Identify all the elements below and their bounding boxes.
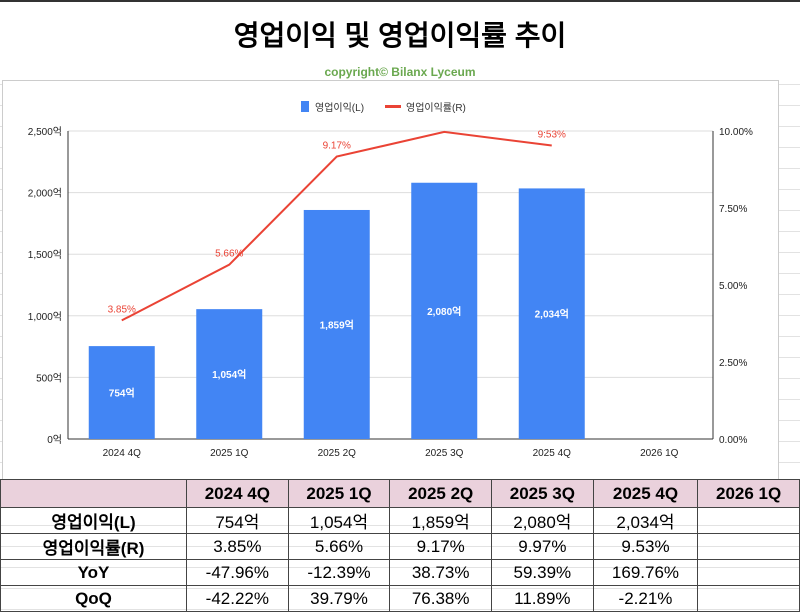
x-tick-label: 2025 2Q [318,448,357,459]
legend-bar-label: 영업이익(L) [315,101,364,114]
left-tick-label: 1,500억 [28,249,62,261]
right-tick-label: 2.50% [719,358,747,369]
left-tick-label: 2,500억 [28,126,62,138]
column-header: 2024 4Q [186,479,289,508]
right-tick-label: 5.00% [719,281,747,292]
table-cell: 9.53% [592,533,699,560]
row-header: QoQ [0,585,187,612]
table-cell [697,559,800,586]
bar-label: 2,034억 [535,309,569,321]
line-label: 9.17% [323,141,351,152]
bar [411,182,478,439]
right-tick-label: 7.50% [719,204,747,215]
table-row: QoQ -42.22% 39.79% 76.38% 11.89% -2.21% [0,585,800,612]
column-header: 2026 1Q [697,479,800,508]
table-cell: 9.97% [491,533,594,560]
right-tick-label: 0.00% [719,435,747,446]
chart-svg: 0억 500억 1,000억 1,500억 2,000억 2,500억 0.00% 2.50%… [28,101,753,459]
bar-label: 754억 [109,388,135,400]
x-tick-label: 2024 4Q [103,448,142,459]
legend-bar-swatch [301,101,309,112]
table-cell: 11.89% [491,585,594,612]
title-area: 영업이익 및 영업이익률 추이 copyright© Bilanx Lyceum [0,0,800,82]
column-header: 2025 2Q [389,479,493,508]
row-header: YoY [0,559,187,586]
table-cell: -2.21% [592,585,699,612]
table-cell [697,533,800,560]
line-label: 3.85% [108,304,136,315]
table-cell: -47.96% [186,559,289,586]
left-tick-label: 1,000억 [28,311,62,323]
line-label: 5.66% [215,249,243,260]
column-header: 2025 1Q [287,479,391,508]
left-tick-label: 0억 [47,434,62,446]
data-table: 2024 4Q 2025 1Q 2025 2Q 2025 3Q 2025 4Q 2026 … [0,479,800,612]
bar-label: 2,080억 [427,306,461,318]
x-tick-label: 2025 1Q [210,448,249,459]
x-tick-label: 2026 1Q [640,448,679,459]
table-cell: -42.22% [186,585,289,612]
column-header [0,479,187,508]
table-cell: 5.66% [287,533,391,560]
row-header: 영업이익률(R) [0,533,187,560]
bar [518,188,585,439]
table-cell: -12.39% [287,559,391,586]
table-cell: 59.39% [491,559,594,586]
table-cell: 38.73% [389,559,493,586]
table-cell [697,585,800,612]
right-tick-label: 10.00% [719,127,753,138]
table-cell [697,507,800,534]
bar [303,209,370,439]
page-title: 영업이익 및 영업이익률 추이 [233,20,567,51]
table-row: YoY -47.96% -12.39% 38.73% 59.39% 169.76% [0,559,800,586]
chart[interactable]: 0억 500억 1,000억 1,500억 2,000억 2,500억 0.00% 2.50%… [2,80,779,480]
table-cell: 3.85% [186,533,289,560]
table-cell: 2,080억 [491,507,594,534]
x-tick-label: 2025 4Q [533,448,572,459]
table-cell: 754억 [186,507,289,534]
left-tick-label: 500억 [36,372,62,384]
table-cell: 9.17% [389,533,493,560]
table-header-row: 2024 4Q 2025 1Q 2025 2Q 2025 3Q 2025 4Q 2026 … [0,479,800,508]
table-cell: 76.38% [389,585,493,612]
x-tick-label: 2025 3Q [425,448,464,459]
line-series [121,130,552,322]
bar-label: 1,859억 [320,319,354,331]
bar-label: 1,054억 [212,369,246,381]
column-header: 2025 3Q [491,479,594,508]
table-cell: 169.76% [592,559,699,586]
table-row: 영업이익률(R) 3.85% 5.66% 9.17% 9.97% 9.53% [0,533,800,560]
legend-line-label: 영업이익률(R) [406,101,466,114]
table-cell: 2,034억 [592,507,699,534]
row-header: 영업이익(L) [0,507,187,534]
table-cell: 1,859억 [389,507,493,534]
left-tick-label: 2,000억 [28,188,62,200]
table-cell: 39.79% [287,585,391,612]
bar [88,346,155,439]
table-cell: 1,054억 [287,507,391,534]
line-label: 9:53% [538,129,566,140]
table-row: 영업이익(L) 754억 1,054억 1,859억 2,080억 2,034억 [0,507,800,534]
copyright-text: copyright© Bilanx Lyceum [324,65,476,79]
bar [196,309,263,439]
column-header: 2025 4Q [592,479,699,508]
